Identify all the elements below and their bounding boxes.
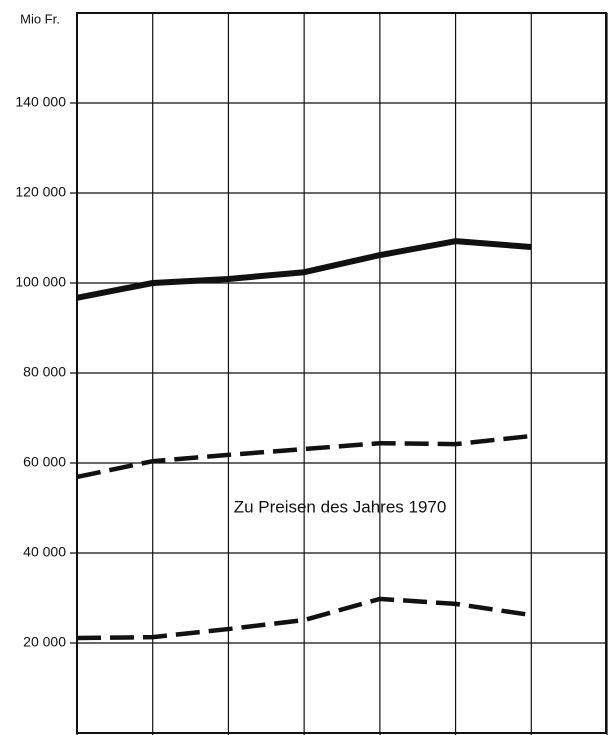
series-line (76, 238, 532, 301)
annotation: Zu Preisen des Jahres 1970 (234, 497, 447, 516)
y-tick-label: 100 000 (15, 274, 66, 290)
y-axis-label: Mio Fr. (20, 11, 60, 26)
y-tick-label: 120 000 (15, 184, 66, 200)
y-tick-label: 20 000 (23, 634, 66, 650)
y-tick-label: 140 000 (15, 94, 66, 110)
y-tick-label: 60 000 (23, 454, 66, 470)
series-line (76, 433, 532, 480)
y-tick-label: 40 000 (23, 544, 66, 560)
series-line (76, 596, 532, 641)
y-tick-label: 80 000 (23, 364, 66, 380)
